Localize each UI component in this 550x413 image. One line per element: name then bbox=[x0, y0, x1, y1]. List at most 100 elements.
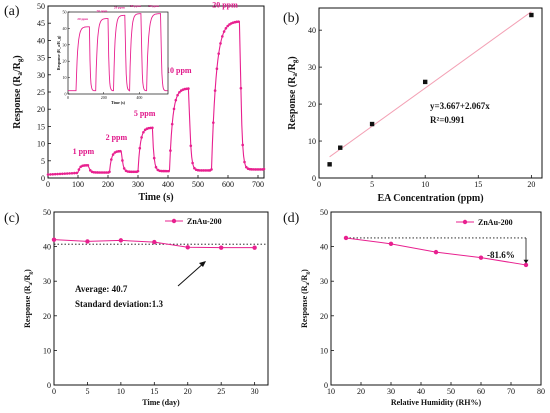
panel-a-xtick-label: 400 bbox=[162, 180, 174, 189]
panel-d-legend-marker bbox=[462, 219, 468, 225]
panel-a-ytick-label: 15 bbox=[37, 122, 45, 131]
panel-c-data-point bbox=[152, 239, 157, 245]
panel-b-data-point bbox=[529, 12, 534, 18]
panel-a-data-point bbox=[169, 149, 172, 152]
panel-b-xtick-label: 10 bbox=[421, 180, 429, 189]
panel-a-ytick-label: 10 bbox=[37, 140, 45, 149]
panel-a-data-point bbox=[250, 168, 253, 171]
panel-a-data-point bbox=[130, 170, 133, 174]
panel-a-data-point bbox=[245, 165, 248, 169]
panel-a-inset-pulse-label: 20 ppm bbox=[148, 4, 159, 8]
panel-a-data-point bbox=[51, 172, 55, 176]
panel-a-xtick-label: 0 bbox=[46, 180, 50, 189]
panel-a-data-point bbox=[89, 169, 92, 172]
panel-a-data-point bbox=[140, 136, 143, 139]
panel-a-data-point bbox=[53, 172, 57, 176]
panel-d-data-point bbox=[478, 255, 484, 260]
panel-a-data-point bbox=[191, 161, 194, 165]
panel-a-data-point bbox=[217, 52, 220, 55]
panel-a-data-point bbox=[73, 171, 76, 175]
panel-c-x-axis-title: Time (day) bbox=[142, 398, 180, 407]
panel-a-data-point bbox=[178, 90, 181, 94]
panel-c-xtick-label: 0 bbox=[52, 387, 56, 396]
panel-a-inset-ytick-label: 10 bbox=[63, 75, 67, 80]
panel-a-data-point bbox=[187, 87, 190, 90]
panel-a-data-point bbox=[202, 169, 205, 172]
panel-b-xtick-label: 15 bbox=[474, 180, 482, 189]
panel-a-ytick-label: 25 bbox=[37, 88, 45, 97]
panel-a-data-point bbox=[222, 30, 226, 33]
panel-a-inset-line bbox=[68, 13, 168, 92]
panel-a-data-point bbox=[136, 169, 140, 173]
panel-a-inset-pulse-label: 20 ppm bbox=[114, 6, 125, 10]
panel-b-x-axis-title: EA Concentration (ppm) bbox=[377, 193, 483, 204]
panel-a-x-axis-title: Time (s) bbox=[138, 192, 173, 203]
panel-a-data-point bbox=[241, 143, 244, 147]
panel-d-xtick-label: 70 bbox=[507, 387, 515, 396]
panel-c-data-point bbox=[252, 245, 257, 250]
panel-d-x-axis-title: Relative Humidity (RH%) bbox=[391, 398, 482, 407]
panel-d-legend-label: ZnAu-200 bbox=[478, 218, 513, 227]
panel-a-inset-ytick-label: 50 bbox=[63, 10, 67, 15]
panel-a-ytick-label: 35 bbox=[37, 54, 45, 63]
panel-a-data-point bbox=[75, 171, 79, 175]
panel-d-xtick-label: 80 bbox=[537, 387, 545, 396]
panel-c-xtick-label: 15 bbox=[150, 387, 158, 396]
panel-c-sd-text: Standard deviation:1.3 bbox=[75, 299, 164, 309]
panel-b-equation: y=3.667+2.067x bbox=[430, 101, 490, 111]
panel-d-ytick-label: 40 bbox=[320, 243, 328, 252]
panel-a-data-point bbox=[213, 89, 217, 92]
panel-a-inset-xtick-label: 400 bbox=[136, 95, 142, 100]
panel-a-data-point bbox=[151, 126, 154, 130]
panel-a-ytick-label: 0 bbox=[41, 174, 45, 183]
panel-a-data-point bbox=[65, 172, 69, 175]
panel-c-data-point bbox=[51, 237, 57, 242]
panel-a-plot: 0 100 200 300 400 500 600 700051015202530354045… bbox=[12, 1, 266, 203]
panel-c-xtick-label: 25 bbox=[217, 387, 225, 396]
panel-c-xtick-label: 5 bbox=[85, 387, 89, 396]
panel-a-data-point bbox=[154, 165, 158, 169]
panel-a-data-point bbox=[224, 26, 228, 30]
panel-a-data-point bbox=[205, 169, 209, 172]
panel-d-xtick-label: 30 bbox=[387, 387, 395, 396]
panel-a-data-point bbox=[111, 153, 115, 156]
panel-a-pulse-label: 5 ppm bbox=[134, 109, 156, 118]
panel-a-ytick-label: 30 bbox=[37, 71, 45, 80]
panel-a-data-point bbox=[200, 169, 203, 172]
panel-d-axes-frame bbox=[330, 211, 542, 386]
panel-a-data-point bbox=[56, 172, 59, 176]
panel-a-ytick-label: 20 bbox=[37, 105, 45, 114]
panel-b-xtick-label: 20 bbox=[527, 180, 535, 189]
panel-a-data-point bbox=[226, 24, 229, 28]
panel-a-data-point bbox=[110, 158, 113, 161]
panel-a-data-point bbox=[257, 168, 261, 171]
panel-d-data-point bbox=[343, 235, 349, 241]
panel-c-ytick-label: 30 bbox=[43, 277, 51, 286]
panel-c-ytick-label: 40 bbox=[43, 243, 51, 252]
panel-c-xtick-label: 20 bbox=[184, 387, 192, 396]
panel-a-xtick-label: 700 bbox=[252, 180, 264, 189]
panel-a-response-transients: (a) 0 100 200 300 400 500 600 70005101520253035… bbox=[4, 1, 266, 203]
panel-a-data-point bbox=[254, 168, 257, 171]
panel-a-inset-pulse-label: 20 ppm bbox=[130, 4, 141, 8]
panel-a-inset-ytick-label: 30 bbox=[63, 42, 67, 47]
panel-a-data-point bbox=[77, 168, 81, 171]
panel-c-stability: (c) 0 5 10 15 20 25 30 0 10 20 30 40 50 Time (day) Res… bbox=[4, 208, 269, 407]
panel-a-data-point bbox=[165, 169, 169, 173]
panel-d-xtick-label: 50 bbox=[447, 387, 455, 396]
panel-c-ytick-label: 0 bbox=[47, 381, 51, 390]
panel-d-letter: (d) bbox=[283, 211, 300, 226]
panel-c-average-text: Average: 40.7 bbox=[75, 284, 128, 294]
panel-b-axes-frame bbox=[318, 7, 543, 179]
panel-a-data-point bbox=[259, 168, 263, 171]
panel-a-data-point bbox=[63, 172, 67, 175]
panel-a-data-point bbox=[94, 171, 97, 174]
panel-a-data-point bbox=[163, 169, 167, 173]
panel-a-data-point bbox=[167, 169, 170, 173]
panel-c-plot: 0 5 10 15 20 25 30 0 10 20 30 40 50 Time (day) Respons… bbox=[23, 208, 269, 407]
panel-a-data-point bbox=[174, 98, 178, 102]
panel-c-data-point bbox=[218, 245, 224, 250]
panel-b-data-point bbox=[338, 145, 343, 150]
